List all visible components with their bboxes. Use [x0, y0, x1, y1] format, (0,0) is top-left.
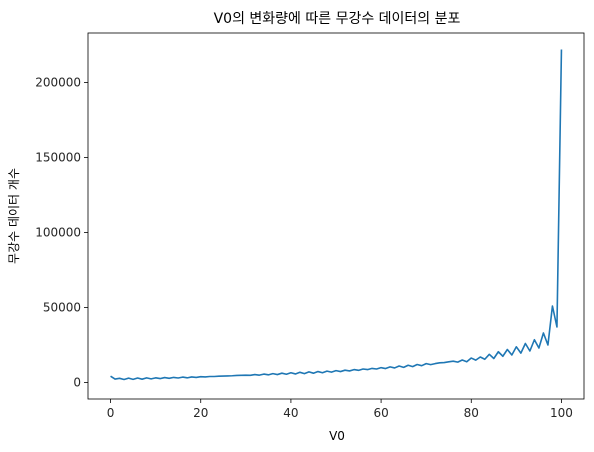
series-line-0: [110, 49, 563, 381]
y-tick-label: 0: [73, 376, 81, 390]
x-tick-label: 80: [464, 406, 479, 420]
x-tick-label: 60: [373, 406, 388, 420]
x-tick-label: 40: [283, 406, 298, 420]
y-tick-label: 150000: [35, 151, 81, 165]
plot-frame: [87, 32, 585, 400]
y-axis-label: 무강수 데이터 개수: [7, 168, 21, 264]
y-tick-label: 200000: [35, 76, 81, 90]
x-tick-label: 20: [193, 406, 208, 420]
y-tick-label: 50000: [43, 301, 81, 315]
x-tick-label: 100: [550, 406, 573, 420]
x-axis-label: V0: [329, 429, 345, 443]
y-tick-label: 100000: [35, 226, 81, 240]
chart-title: V0의 변화량에 따른 무강수 데이터의 분포: [214, 11, 461, 27]
x-tick-label: 0: [107, 406, 115, 420]
